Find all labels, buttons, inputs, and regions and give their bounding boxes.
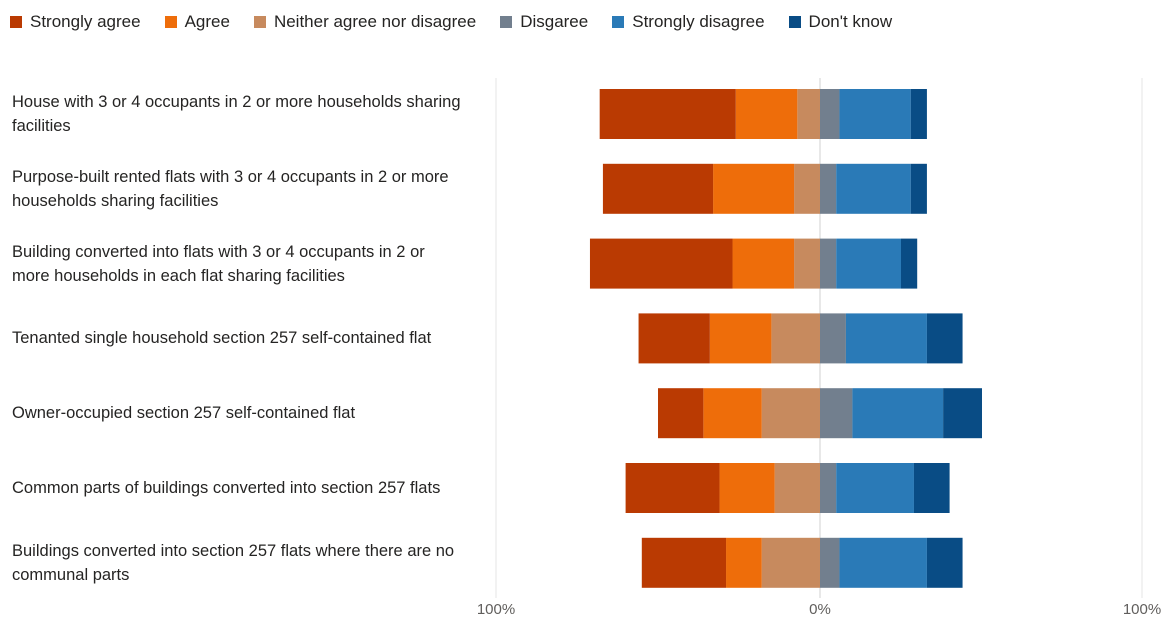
- legend-label: Neither agree nor disagree: [273, 12, 477, 31]
- bars: [589, 89, 982, 588]
- bar-segment[interactable]: [926, 537, 963, 588]
- bar-segment[interactable]: [794, 163, 820, 214]
- bar-segment[interactable]: [820, 463, 837, 513]
- bar-segment[interactable]: [589, 238, 733, 289]
- bar-segment[interactable]: [910, 163, 927, 214]
- bar-segment[interactable]: [836, 463, 914, 513]
- category-label: Tenanted single household section 257 se…: [12, 329, 432, 348]
- bar-segment[interactable]: [641, 537, 727, 588]
- bar-segment[interactable]: [638, 313, 710, 364]
- legend-swatch: [253, 16, 266, 28]
- category-label: Building converted into flats with 3 or …: [12, 242, 425, 285]
- legend-label: Strongly agree: [30, 12, 141, 31]
- bar-segment[interactable]: [820, 163, 837, 214]
- legend-item[interactable]: Disgaree: [500, 12, 588, 32]
- bar-segment[interactable]: [820, 89, 840, 139]
- bar-segment[interactable]: [761, 537, 820, 588]
- bar-segment[interactable]: [625, 463, 720, 513]
- bar-segment[interactable]: [820, 537, 840, 588]
- bar-segment[interactable]: [794, 238, 820, 289]
- bar-segment[interactable]: [719, 463, 775, 513]
- legend-swatch: [612, 16, 625, 28]
- bar-segment[interactable]: [797, 89, 820, 139]
- legend-label: Disgaree: [520, 12, 589, 31]
- bar-segment[interactable]: [771, 313, 820, 364]
- legend-item[interactable]: Neither agree nor disagree: [253, 12, 477, 32]
- bar-segment[interactable]: [943, 388, 982, 439]
- category-label: Buildings converted into section 257 fla…: [12, 541, 455, 584]
- legend-item[interactable]: Don't know: [788, 12, 893, 32]
- legend-label: Strongly disagree: [632, 12, 765, 31]
- x-tick-label: 100%: [477, 601, 515, 618]
- x-tick-label: 100%: [1123, 601, 1161, 618]
- bar-segment[interactable]: [852, 388, 944, 439]
- bar-segment[interactable]: [820, 388, 853, 439]
- category-label: Owner-occupied section 257 self-containe…: [12, 404, 356, 423]
- category-label: Common parts of buildings converted into…: [12, 479, 441, 497]
- bar-segment[interactable]: [602, 163, 714, 214]
- legend-item[interactable]: Strongly disagree: [612, 12, 765, 32]
- bar-segment[interactable]: [774, 463, 820, 513]
- legend-item[interactable]: Strongly agree: [10, 12, 141, 32]
- bar-segment[interactable]: [836, 238, 901, 289]
- category-label: Purpose-built rented flats with 3 or 4 o…: [12, 167, 449, 210]
- bar-segment[interactable]: [599, 89, 736, 139]
- legend-swatch: [10, 16, 22, 28]
- bar-segment[interactable]: [709, 313, 772, 364]
- bar-segment[interactable]: [845, 313, 927, 364]
- x-axis-ticks: 100% 0% 100%: [477, 601, 1161, 618]
- legend-item[interactable]: Agree: [164, 12, 230, 32]
- bar-segment[interactable]: [761, 388, 820, 439]
- bar-segment[interactable]: [735, 89, 798, 139]
- bar-segment[interactable]: [732, 238, 795, 289]
- bar-segment[interactable]: [839, 537, 927, 588]
- bar-segment[interactable]: [913, 463, 950, 513]
- legend-swatch: [788, 16, 801, 28]
- bar-segment[interactable]: [839, 89, 911, 139]
- legend: Strongly agree Agree Neither agree nor dis…: [10, 10, 916, 34]
- bar-segment[interactable]: [836, 163, 911, 214]
- x-tick-label: 0%: [809, 601, 831, 618]
- bar-segment[interactable]: [926, 313, 963, 364]
- bar-segment[interactable]: [726, 537, 762, 588]
- legend-swatch: [164, 16, 177, 28]
- legend-label: Don't know: [808, 12, 893, 31]
- legend-swatch: [500, 16, 513, 28]
- bar-segment[interactable]: [820, 313, 846, 364]
- bar-segment[interactable]: [703, 388, 762, 439]
- bar-segment[interactable]: [713, 163, 795, 214]
- bar-segment[interactable]: [910, 89, 927, 139]
- legend-label: Agree: [184, 12, 230, 31]
- category-label: House with 3 or 4 occupants in 2 or more…: [12, 93, 461, 135]
- bar-segment[interactable]: [901, 238, 918, 289]
- bar-segment[interactable]: [658, 388, 704, 439]
- bar-segment[interactable]: [820, 238, 837, 289]
